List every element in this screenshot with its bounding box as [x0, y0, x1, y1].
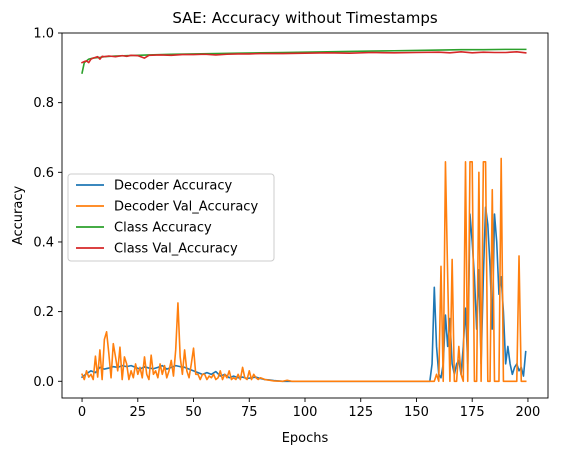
x-tick-label: 100 [293, 405, 318, 420]
x-tick-label: 75 [241, 405, 258, 420]
y-axis-label: Accuracy [11, 186, 26, 246]
x-tick-label: 50 [185, 405, 202, 420]
x-tick-label: 125 [348, 405, 373, 420]
legend-entry-label: Class Accuracy [114, 221, 212, 236]
series-line-1 [81, 157, 527, 383]
y-tick-label: 1.0 [33, 27, 54, 42]
x-tick-label: 175 [460, 405, 485, 420]
legend-entry-label: Class Val_Accuracy [114, 242, 238, 257]
y-tick-label: 0.6 [33, 166, 54, 181]
x-tick-label: 200 [516, 405, 541, 420]
legend: Decoder Accuracy Decoder Val_Accuracy Clas… [67, 173, 275, 262]
legend-entry-label: Decoder Val_Accuracy [114, 200, 258, 215]
series-line-3 [80, 51, 527, 64]
y-tick-label: 0.0 [33, 375, 54, 390]
x-axis-label: Epochs [282, 431, 329, 446]
y-tick-label: 0.2 [33, 305, 54, 320]
y-tick-label: 0.4 [33, 235, 54, 250]
chart-title: SAE: Accuracy without Timestamps [172, 9, 437, 27]
legend-box [67, 173, 275, 262]
x-tick-label: 25 [130, 405, 147, 420]
legend-entry-label: Decoder Accuracy [114, 179, 232, 194]
series-layer [80, 48, 527, 383]
x-tick-label: 0 [78, 405, 86, 420]
y-tick-label: 0.8 [33, 96, 54, 111]
x-tick-label: 150 [404, 405, 429, 420]
axes-layer: 0 25 50 75 100 125 150 175 200 0.0 0.2 0.4 0.6 0.8 1.0 [33, 27, 549, 420]
